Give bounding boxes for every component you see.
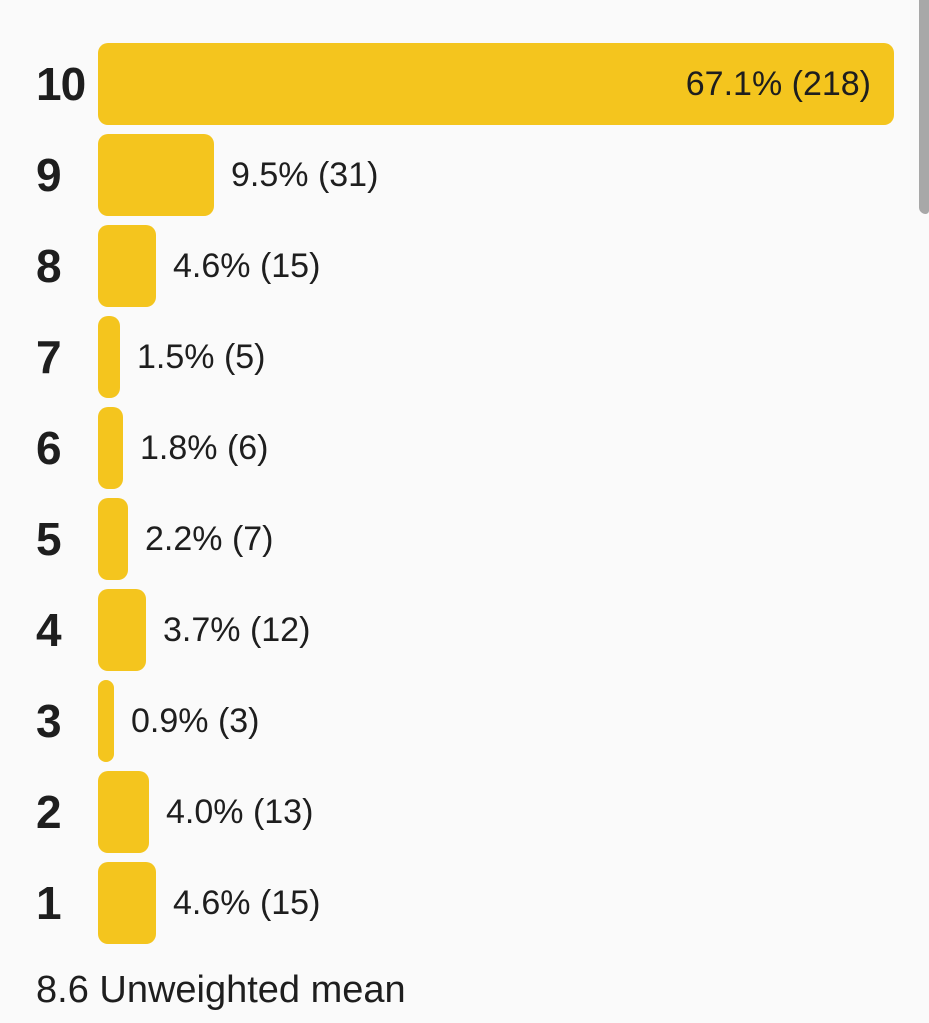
bar-area: 2.2% (7) 2.2% (7): [98, 498, 929, 580]
bar-area: 9.5% (31) 9.5% (31): [98, 134, 929, 216]
rating-bar[interactable]: 0.9% (3): [98, 680, 114, 762]
value-label: 9.5% (31): [231, 156, 379, 194]
value-label: 2.2% (7): [145, 520, 274, 558]
rating-bar[interactable]: 4.0% (13): [98, 771, 149, 853]
chart-row: 2 4.0% (13) 4.0% (13): [0, 771, 929, 853]
value-label: 4.6% (15): [173, 247, 321, 285]
chart-row: 6 1.8% (6) 1.8% (6): [0, 407, 929, 489]
rating-label: 7: [36, 331, 62, 383]
rating-label: 10: [36, 58, 86, 110]
bar-area: 4.6% (15) 4.6% (15): [98, 862, 929, 944]
value-label: 3.7% (12): [163, 611, 311, 649]
rating-bar[interactable]: 1.8% (6): [98, 407, 123, 489]
rating-label: 6: [36, 422, 62, 474]
rating-label: 5: [36, 513, 62, 565]
chart-row: 7 1.5% (5) 1.5% (5): [0, 316, 929, 398]
chart-row: 8 4.6% (15) 4.6% (15): [0, 225, 929, 307]
chart-row: 4 3.7% (12) 3.7% (12): [0, 589, 929, 671]
bar-area: 0.9% (3) 0.9% (3): [98, 680, 929, 762]
rating-label: 9: [36, 149, 62, 201]
rating-distribution-chart: 10 67.1% (218) 67.1% (218) 9 9.5% (31) 9…: [0, 43, 929, 953]
bar-area: 4.0% (13) 4.0% (13): [98, 771, 929, 853]
bar-area: 4.6% (15) 4.6% (15): [98, 225, 929, 307]
bar-area: 1.5% (5) 1.5% (5): [98, 316, 929, 398]
bar-area: 3.7% (12) 3.7% (12): [98, 589, 929, 671]
value-label: 4.6% (15): [173, 884, 321, 922]
rating-bar[interactable]: 2.2% (7): [98, 498, 128, 580]
chart-row: 3 0.9% (3) 0.9% (3): [0, 680, 929, 762]
value-label: 1.5% (5): [137, 338, 266, 376]
rating-label: 8: [36, 240, 62, 292]
value-label: 1.8% (6): [140, 429, 269, 467]
value-label: 67.1% (218): [685, 65, 871, 103]
rating-bar[interactable]: 4.6% (15): [98, 225, 156, 307]
chart-row: 10 67.1% (218) 67.1% (218): [0, 43, 929, 125]
scrollbar-thumb[interactable]: [919, 0, 929, 214]
rating-bar[interactable]: 67.1% (218): [98, 43, 894, 125]
bar-area: 67.1% (218) 67.1% (218): [98, 43, 929, 125]
rating-bar[interactable]: 4.6% (15): [98, 862, 156, 944]
rating-label: 2: [36, 786, 62, 838]
bar-area: 1.8% (6) 1.8% (6): [98, 407, 929, 489]
chart-row: 1 4.6% (15) 4.6% (15): [0, 862, 929, 944]
rating-label: 3: [36, 695, 62, 747]
value-label: 0.9% (3): [131, 702, 260, 740]
chart-row: 5 2.2% (7) 2.2% (7): [0, 498, 929, 580]
value-label: 4.0% (13): [166, 793, 314, 831]
rating-label: 4: [36, 604, 62, 656]
rating-label: 1: [36, 877, 62, 929]
chart-row: 9 9.5% (31) 9.5% (31): [0, 134, 929, 216]
rating-bar[interactable]: 3.7% (12): [98, 589, 146, 671]
rating-bar[interactable]: 1.5% (5): [98, 316, 120, 398]
unweighted-mean-text: 8.6 Unweighted mean: [36, 969, 406, 1011]
rating-bar[interactable]: 9.5% (31): [98, 134, 214, 216]
